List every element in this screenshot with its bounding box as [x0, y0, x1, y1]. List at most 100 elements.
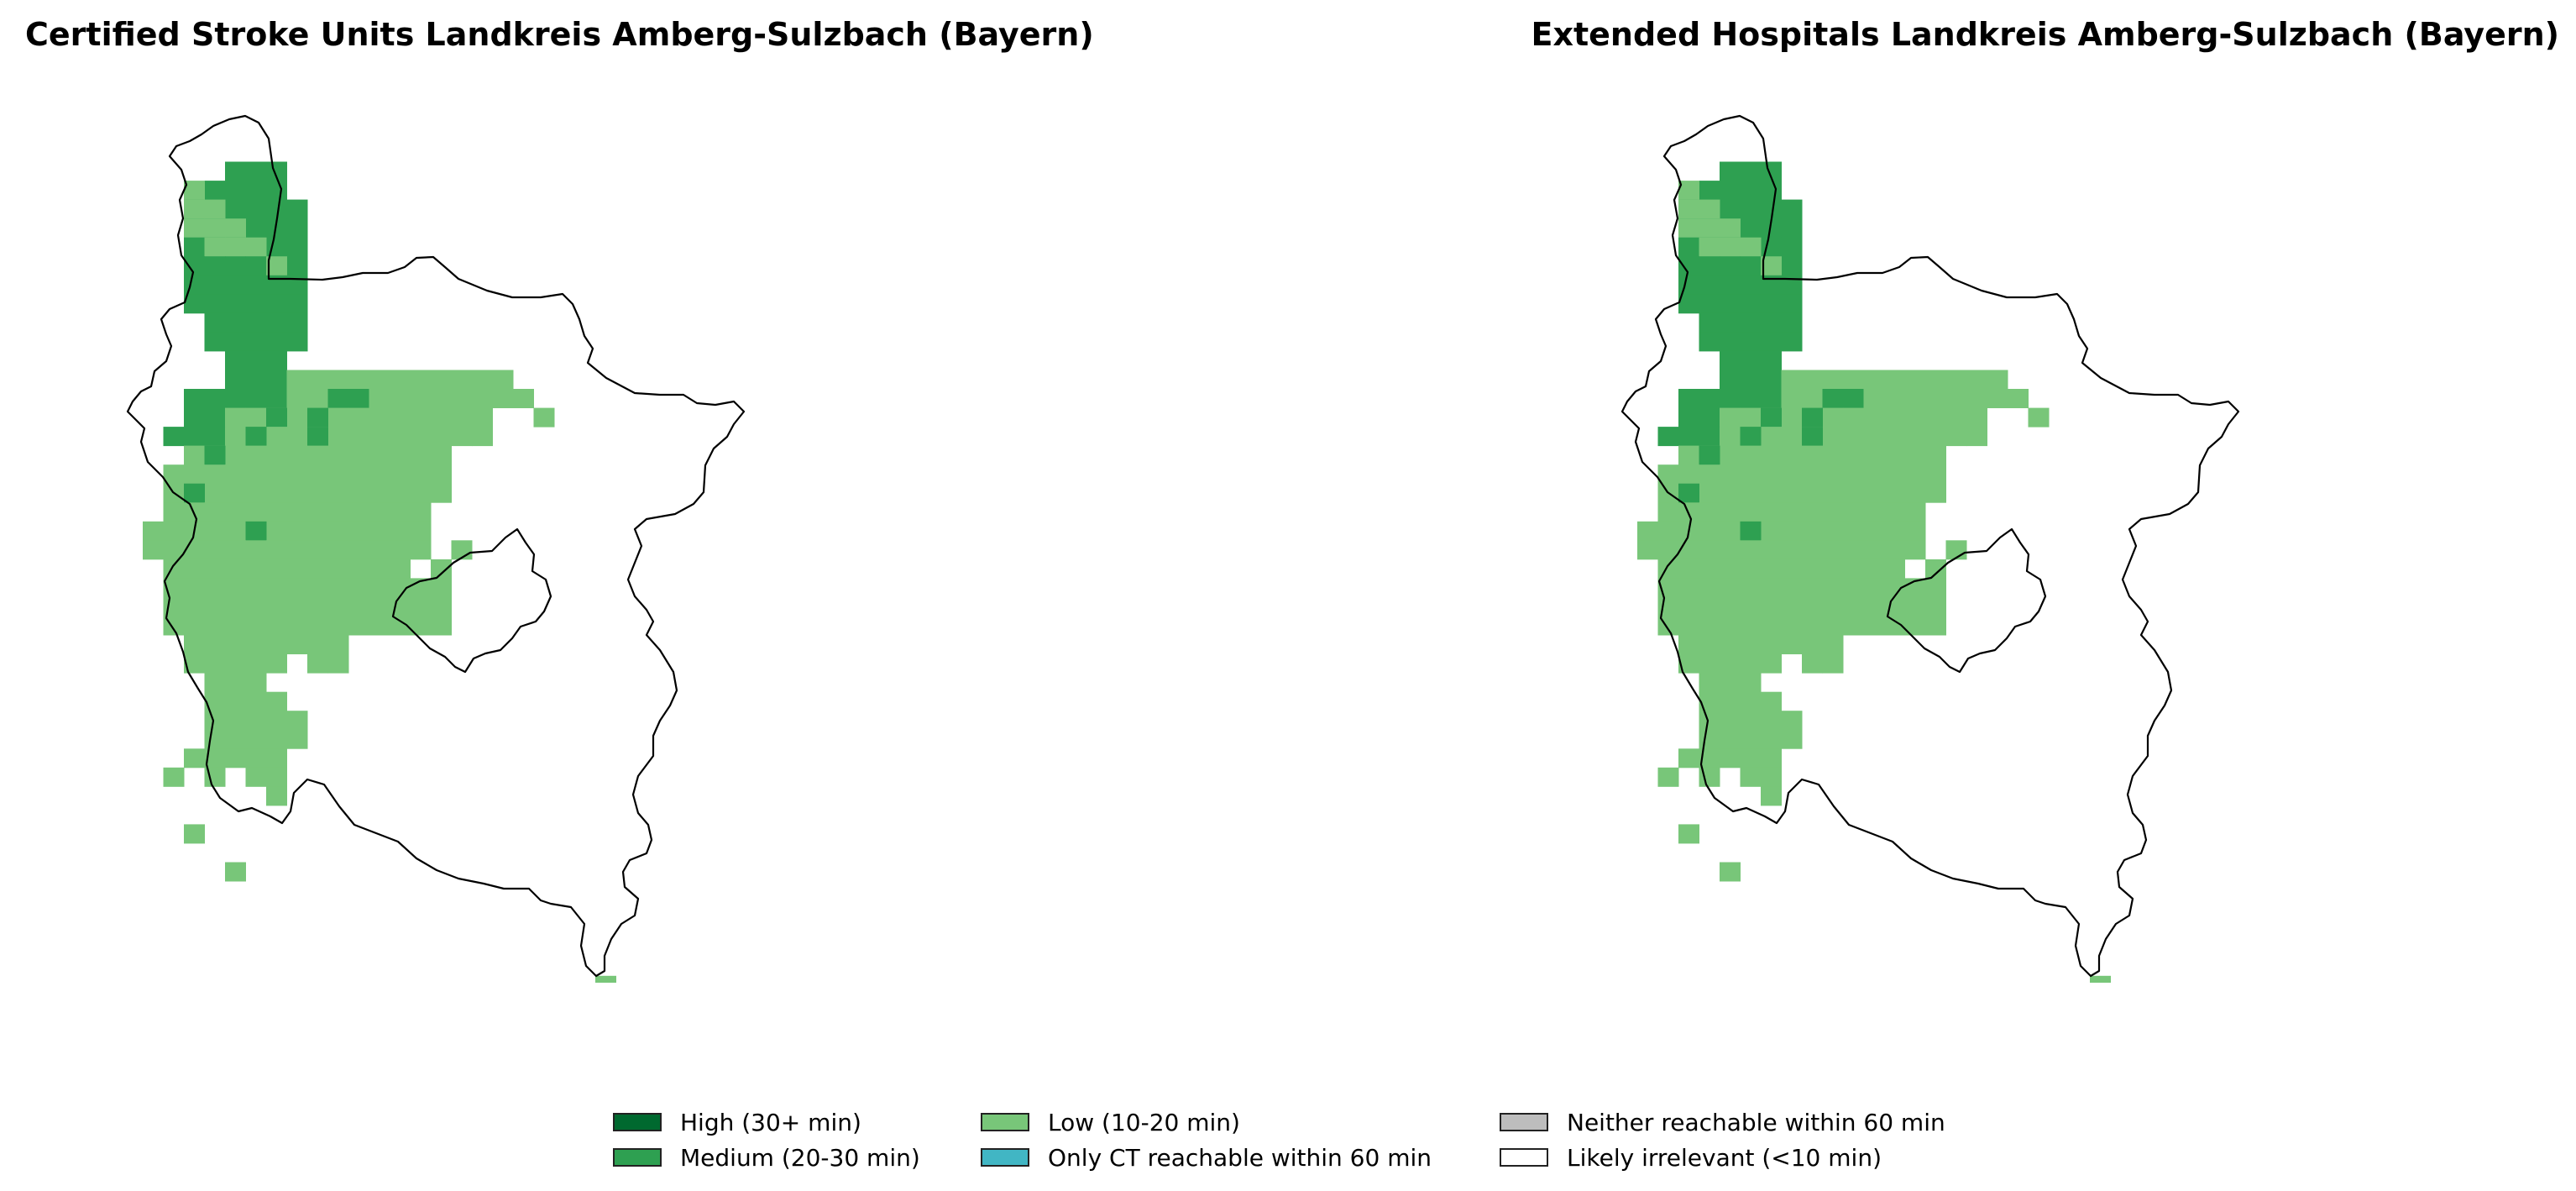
coverage-cell	[1781, 256, 1803, 276]
coverage-cell	[1843, 483, 1864, 503]
coverage-cell	[1781, 370, 1803, 390]
coverage-cell	[163, 427, 185, 447]
coverage-cell	[1802, 483, 1823, 503]
coverage-cell	[204, 748, 226, 769]
coverage-cell	[286, 445, 308, 465]
coverage-cell	[451, 370, 473, 390]
coverage-cell	[1802, 464, 1823, 485]
coverage-cell	[204, 389, 226, 408]
coverage-cell	[245, 502, 267, 522]
coverage-cell	[184, 559, 205, 579]
coverage-cell	[307, 502, 328, 522]
coverage-cell	[1720, 616, 1741, 636]
coverage-cell	[1761, 578, 1782, 598]
coverage-cell	[1699, 711, 1720, 731]
coverage-cell	[2008, 389, 2029, 408]
coverage-cell	[225, 181, 246, 201]
coverage-cell	[1678, 199, 1699, 219]
coverage-cell	[1884, 427, 1905, 447]
coverage-cell	[266, 691, 287, 711]
legend-label-low: Low (10-20 min)	[1048, 1108, 1240, 1136]
coverage-cell	[225, 653, 246, 674]
coverage-cell	[307, 559, 328, 579]
district-boundary	[1620, 114, 2240, 978]
coverage-cell	[245, 673, 267, 693]
coverage-cell	[266, 559, 287, 579]
coverage-cell	[307, 635, 328, 654]
coverage-cell	[1904, 597, 1926, 616]
coverage-cell	[1781, 502, 1803, 522]
legend-item-low: Low (10-20 min)	[981, 1105, 1240, 1139]
coverage-cell	[1699, 407, 1720, 428]
coverage-cell	[348, 578, 369, 598]
coverage-cell	[1761, 540, 1782, 560]
coverage-cell	[410, 483, 432, 503]
coverage-cell	[1987, 370, 2008, 390]
coverage-cell	[204, 427, 226, 447]
coverage-cell	[286, 464, 308, 485]
coverage-cell	[286, 559, 308, 579]
coverage-cell	[245, 748, 267, 769]
coverage-cell	[204, 597, 226, 616]
coverage-cell	[1740, 181, 1762, 201]
coverage-cell	[1884, 578, 1905, 598]
coverage-cell	[472, 427, 493, 447]
coverage-cell	[245, 350, 267, 370]
coverage-cell	[1843, 578, 1864, 598]
coverage-cell	[1657, 540, 1679, 560]
coverage-cell	[266, 407, 287, 428]
coverage-cell	[1740, 635, 1762, 654]
coverage-cell	[348, 370, 369, 390]
legend-swatch-ct	[981, 1148, 1029, 1167]
coverage-cell	[1945, 407, 1967, 428]
coverage-cell	[184, 389, 205, 408]
coverage-cell	[307, 389, 328, 408]
coverage-cell	[204, 483, 226, 503]
coverage-cell	[1781, 559, 1803, 579]
coverage-cell	[1740, 370, 1762, 390]
coverage-cell	[1720, 635, 1741, 654]
coverage-cell	[286, 502, 308, 522]
coverage-cell	[225, 616, 246, 636]
coverage-cell	[1761, 370, 1782, 390]
coverage-cell	[431, 445, 452, 465]
coverage-cell	[1863, 445, 1885, 465]
coverage-cell	[1720, 370, 1741, 390]
coverage-cell	[1720, 653, 1741, 674]
coverage-cell	[390, 559, 411, 579]
coverage-cell	[1904, 427, 1926, 447]
coverage-cell	[1987, 389, 2008, 408]
coverage-cell	[1802, 616, 1823, 636]
coverage-cell	[1904, 483, 1926, 503]
coverage-cell	[410, 502, 432, 522]
coverage-cell	[1781, 407, 1803, 428]
coverage-cell	[307, 616, 328, 636]
coverage-cell	[245, 616, 267, 636]
coverage-cell	[266, 332, 287, 352]
coverage-cell	[1884, 464, 1905, 485]
coverage-cell	[1637, 521, 1658, 541]
coverage-cell	[1657, 521, 1679, 541]
coverage-cell	[1781, 635, 1803, 654]
coverage-cell	[266, 350, 287, 370]
coverage-cell	[1699, 237, 1720, 257]
coverage-cell	[1720, 407, 1741, 428]
coverage-cell	[266, 502, 287, 522]
coverage-cell	[1740, 350, 1762, 370]
coverage-cell	[1699, 559, 1720, 579]
coverage-cell	[307, 578, 328, 598]
coverage-cell	[307, 597, 328, 616]
coverage-cell	[204, 312, 226, 333]
coverage-cell	[266, 445, 287, 465]
coverage-cell	[1781, 483, 1803, 503]
coverage-cell	[327, 540, 349, 560]
coverage-cell	[1637, 540, 1658, 560]
coverage-cell	[1863, 407, 1885, 428]
coverage-cell	[286, 540, 308, 560]
coverage-cell	[266, 540, 287, 560]
coverage-cell	[1863, 597, 1885, 616]
coverage-cell	[225, 748, 246, 769]
coverage-cell	[163, 464, 185, 485]
coverage-cell	[184, 578, 205, 598]
coverage-cell	[1761, 502, 1782, 522]
